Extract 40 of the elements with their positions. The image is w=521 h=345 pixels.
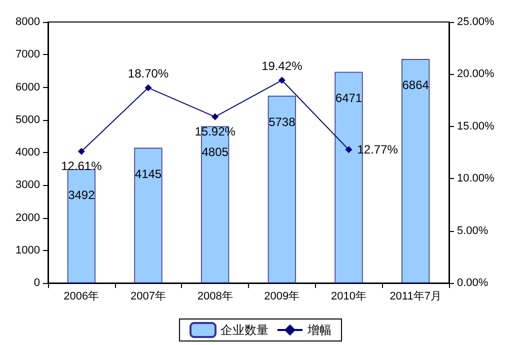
y-tick-label: 1000 [16, 244, 40, 256]
data-label: 6864 [402, 78, 430, 92]
bar [402, 59, 430, 283]
y2-tick-label: 5.00% [457, 224, 488, 237]
y-tick-label: 3000 [16, 179, 40, 192]
x-tick-label: 2006年 [64, 290, 100, 302]
data-label: 4805 [202, 145, 229, 160]
data-label: 6471 [335, 90, 362, 105]
y2-tick-label: 20.00% [457, 68, 495, 80]
data-label: 4145 [134, 166, 162, 181]
y-tick-label: 7000 [16, 48, 40, 61]
point [212, 113, 219, 120]
point [278, 76, 286, 84]
legend-label: 企业数量 [220, 323, 268, 337]
legend-label: 增幅 [306, 323, 332, 337]
data-label: 3492 [68, 188, 96, 202]
y2-tick-label: 0.00% [457, 277, 488, 289]
y-tick-label: 4000 [16, 146, 40, 158]
point [144, 84, 152, 92]
data-label: 18.70% [128, 66, 169, 80]
x-tick-label: 2009年 [264, 290, 300, 302]
y-tick-label: 5000 [16, 114, 40, 126]
y2-tick-label: 10.00% [457, 172, 495, 185]
x-tick-label: 2010年 [331, 290, 366, 302]
point [78, 148, 85, 155]
x-tick-label: 2011年7月 [390, 290, 442, 302]
y-tick-label: 2000 [16, 212, 40, 224]
data-label: 5738 [268, 114, 296, 129]
bar [134, 148, 162, 283]
bar [268, 96, 296, 283]
bar [67, 169, 96, 283]
y2-tick-label: 25.00% [457, 16, 495, 28]
y-tick-label: 8000 [16, 16, 40, 28]
x-tick-label: 2008年 [197, 290, 233, 302]
y2-tick-label: 15.00% [457, 120, 495, 132]
y-tick-label: 6000 [16, 81, 40, 94]
point [345, 146, 352, 154]
x-tick-label: 2007年 [130, 290, 166, 302]
y-tick-label: 0 [34, 277, 40, 289]
data-label: 19.42% [262, 58, 303, 73]
